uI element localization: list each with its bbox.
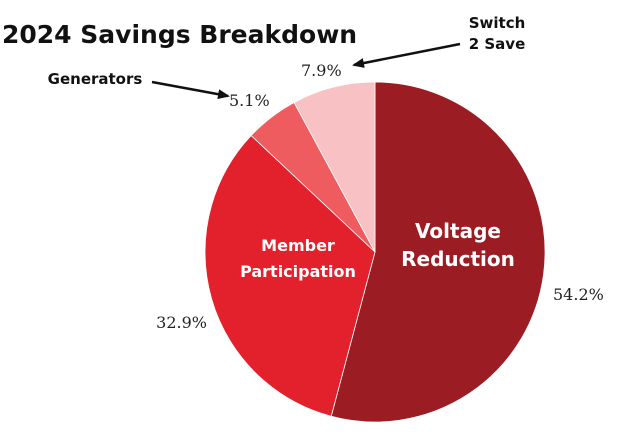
slice-switch-2-save — [293, 81, 376, 253]
pie-inner-labels: Voltage Reduction Member Participation — [240, 219, 515, 281]
value-label-voltage-reduction: 54.2% — [553, 285, 604, 304]
value-label-generators: 5.1% — [229, 91, 270, 110]
value-label-switch-2-save: 7.9% — [301, 61, 342, 80]
slice-voltage-reduction — [330, 81, 546, 423]
value-label-member-participation: 32.9% — [156, 313, 207, 332]
pie-value-labels: 54.2% 32.9% 5.1% 7.9% — [156, 61, 604, 332]
slice-member-participation — [204, 134, 376, 417]
pie-slices — [204, 81, 546, 423]
chart-title: 2024 Savings Breakdown — [2, 20, 357, 49]
callout-label-generators: Generators — [48, 70, 143, 88]
callout-label-switch-2-save: Switch 2 Save — [469, 14, 526, 53]
callout-arrow-switch-2-save — [352, 42, 461, 68]
slice-label-voltage-reduction: Voltage Reduction — [401, 219, 515, 271]
callout-arrow-generators — [151, 80, 230, 100]
slice-label-member-participation: Member Participation — [240, 236, 356, 281]
pie-callouts: Generators Switch 2 Save — [48, 14, 526, 100]
